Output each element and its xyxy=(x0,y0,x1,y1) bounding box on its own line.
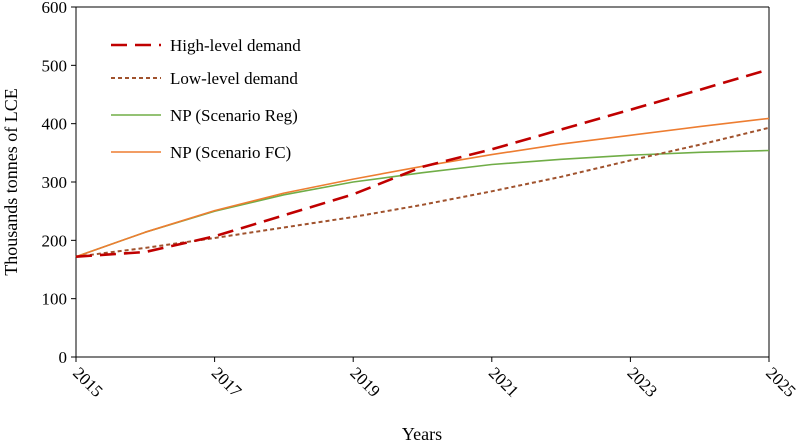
legend-label-0: High-level demand xyxy=(170,36,301,55)
x-tick-label: 2019 xyxy=(346,363,383,400)
y-tick-label: 100 xyxy=(42,290,68,309)
x-axis-title: Years xyxy=(402,424,442,444)
series-line-1 xyxy=(75,126,770,258)
y-tick-label: 500 xyxy=(42,56,68,75)
legend-label-3: NP (Scenario FC) xyxy=(170,143,291,162)
y-tick-label: 400 xyxy=(42,115,68,134)
x-tick-label: 2015 xyxy=(69,363,106,400)
x-tick-label: 2023 xyxy=(624,363,661,400)
axes xyxy=(75,6,770,358)
y-tick-label: 600 xyxy=(42,0,68,17)
x-tick-label: 2021 xyxy=(485,363,522,400)
legend: High-level demand Low-level demand NP (Sce… xyxy=(111,36,301,162)
y-tick-label: 200 xyxy=(42,231,68,250)
legend-label-2: NP (Scenario Reg) xyxy=(170,106,298,125)
series-line-0 xyxy=(75,68,770,258)
series-line-3 xyxy=(75,117,770,258)
x-tick-label: 2025 xyxy=(762,363,799,400)
y-tick-labels: 0 100 200 300 400 500 600 xyxy=(42,0,76,367)
y-axis-title: Thousands tonnes of LCE xyxy=(1,88,21,275)
y-tick-label: 0 xyxy=(59,348,68,367)
x-tick-labels: 2015 2017 2019 2021 2023 2025 xyxy=(69,357,800,401)
series-lines xyxy=(75,68,770,258)
x-tick-label: 2017 xyxy=(208,363,246,401)
y-tick-label: 300 xyxy=(42,173,68,192)
legend-label-1: Low-level demand xyxy=(170,69,298,88)
